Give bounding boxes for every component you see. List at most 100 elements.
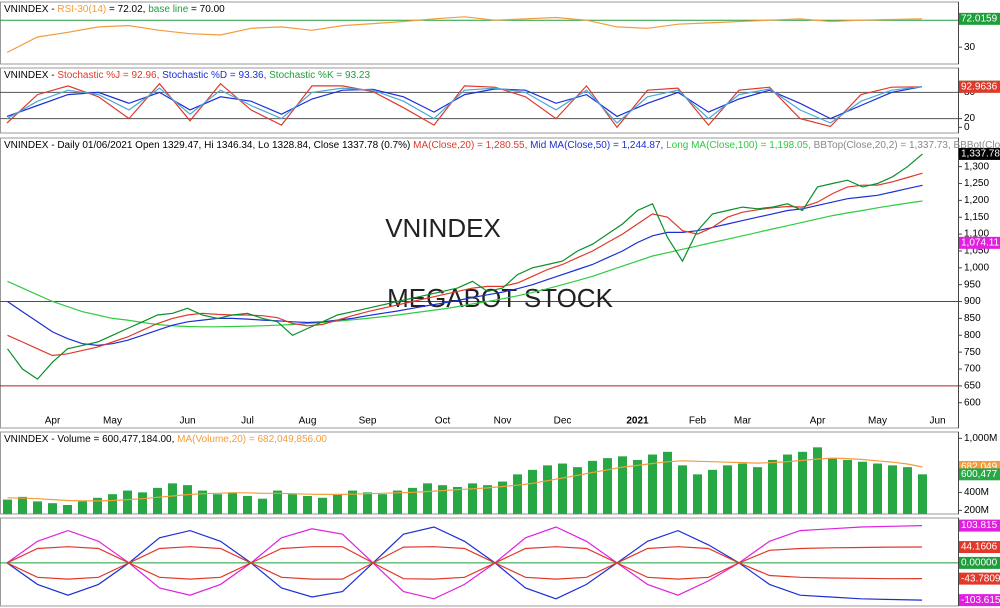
bar: [633, 459, 642, 514]
value-label-box: [959, 572, 1000, 585]
header-part: BBBot(Close,20,: [953, 140, 1000, 151]
y-tick-label: 0: [964, 122, 970, 133]
y-tick-label: 30: [964, 42, 976, 53]
header-part: VNINDEX - Volume = 600,477,184.00,: [4, 434, 177, 445]
bar: [408, 487, 417, 514]
value-label: 44.1606: [961, 542, 998, 553]
y-tick-label: 750: [964, 347, 981, 358]
value-label-box: [959, 12, 1000, 25]
x-tick-label: Apr: [45, 416, 61, 427]
value-label: 600,477: [961, 469, 998, 480]
x-tick-label: Aug: [299, 416, 317, 427]
value-label-box: [959, 519, 1000, 532]
bar: [213, 494, 222, 514]
value-label-box: [959, 594, 1000, 607]
series-line: [6, 82, 923, 129]
bar: [153, 487, 162, 514]
watermark: MEGABOT STOCK: [387, 283, 614, 313]
value-label: 1,337.78: [961, 149, 1000, 160]
x-tick-label: Dec: [554, 416, 572, 427]
x-tick-label: May: [868, 416, 887, 427]
value-label-box: [959, 556, 1000, 569]
bar: [588, 460, 597, 514]
bar: [258, 498, 267, 514]
header-part: VNINDEX -: [4, 4, 57, 15]
header-part: BBTop(Close,20,2) = 1,337.73,: [814, 140, 954, 151]
y-tick-label: 1,000M: [964, 433, 997, 444]
header-part: Long MA(Close,100) = 1,198.05,: [666, 140, 814, 151]
series-line: [7, 184, 923, 347]
header-part: VNINDEX -: [4, 70, 57, 81]
bar: [768, 459, 777, 514]
bar: [303, 495, 312, 514]
y-tick-label: 1,200: [964, 195, 989, 206]
panel-header: VNINDEX - Daily 01/06/2021 Open 1329.47,…: [4, 140, 1000, 151]
y-tick-label: 600: [964, 397, 981, 408]
y-tick-label: 900: [964, 296, 981, 307]
value-label: 682,049: [961, 462, 998, 473]
bar: [228, 492, 237, 514]
bar: [483, 485, 492, 514]
bar: [288, 494, 297, 514]
bar: [453, 486, 462, 514]
header-part: VNINDEX - Daily 01/06/2021 Open 1329.47,…: [4, 140, 413, 151]
x-tick-label: Jul: [241, 416, 254, 427]
bar: [888, 465, 897, 514]
value-label-box: [959, 147, 1000, 160]
y-tick-label: 800: [964, 330, 981, 341]
bar: [18, 496, 27, 514]
bar: [873, 463, 882, 514]
bar: [438, 485, 447, 514]
bar: [138, 492, 147, 514]
header-part: Stochastic %K = 93.23: [269, 70, 370, 81]
header-part: Stochastic %D = 93.36,: [162, 70, 269, 81]
bar: [903, 467, 912, 514]
series-line: [7, 153, 923, 380]
series-line: [6, 546, 923, 580]
bar: [693, 474, 702, 514]
x-tick-label: Mar: [734, 416, 752, 427]
bar: [123, 490, 132, 514]
bar: [423, 483, 432, 514]
series-line: [7, 172, 923, 357]
header-part: RSI-30(14): [57, 4, 106, 15]
x-tick-label: Jun: [929, 416, 945, 427]
series-line: [6, 525, 923, 600]
header-part: base line: [148, 4, 188, 15]
value-label: -103.615: [961, 595, 1000, 606]
x-tick-label: 2021: [626, 416, 649, 427]
bar: [618, 456, 627, 514]
value-label: 72.0159: [961, 13, 998, 24]
value-label-box: [959, 468, 1000, 481]
bar: [48, 503, 57, 514]
y-tick-label: 1,100: [964, 229, 989, 240]
bar: [813, 447, 822, 514]
x-tick-label: Oct: [435, 416, 451, 427]
series-line: [6, 86, 923, 120]
bar: [108, 494, 117, 514]
x-tick-label: Apr: [810, 416, 826, 427]
series-line: [6, 86, 923, 124]
bar: [858, 461, 867, 514]
series-line: [7, 200, 923, 328]
bar: [498, 481, 507, 514]
bar: [348, 490, 357, 514]
bar: [363, 492, 372, 514]
y-tick-label: 1,000: [964, 262, 989, 273]
panel-header: VNINDEX - RSI-30(14) = 72.02, base line …: [4, 4, 225, 15]
bar: [573, 467, 582, 514]
bar: [243, 495, 252, 514]
value-label: 0.00000: [961, 558, 998, 569]
watermark: VNINDEX: [385, 213, 501, 243]
y-tick-label: 950: [964, 279, 981, 290]
y-tick-label: 650: [964, 380, 981, 391]
bar: [318, 497, 327, 514]
bar: [78, 501, 87, 514]
series-line: [7, 457, 923, 502]
series-line: [6, 546, 923, 580]
bar: [513, 474, 522, 514]
bar: [378, 494, 387, 514]
header-part: = 70.00: [188, 4, 225, 15]
bar: [708, 469, 717, 514]
